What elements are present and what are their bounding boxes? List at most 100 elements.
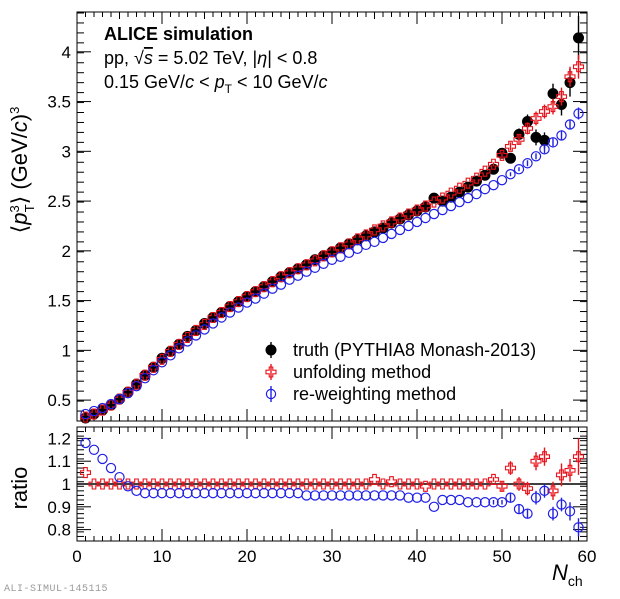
ratio-data-point — [326, 490, 338, 501]
main-data-point — [470, 172, 483, 184]
ratio-data-point — [96, 478, 109, 490]
main-data-point — [105, 398, 117, 410]
ratio-data-point — [470, 478, 483, 490]
ratio-data-point — [555, 469, 568, 481]
main-data-point — [266, 276, 279, 288]
ratio-data-point — [539, 485, 550, 497]
ratio-data-point — [445, 478, 457, 490]
main-data-point — [420, 212, 431, 224]
ratio-x-tick-label: 50 — [493, 547, 512, 566]
ratio-data-point — [522, 508, 533, 519]
ratio-data-point — [139, 487, 151, 499]
main-data-point — [216, 312, 227, 323]
main-y-tick-label: 2.5 — [47, 192, 71, 211]
legend-marker — [265, 388, 277, 400]
ratio-data-point — [411, 478, 423, 490]
ratio-data-point — [224, 487, 236, 499]
ratio-data-point — [454, 494, 465, 506]
main-data-point — [309, 262, 321, 273]
main-data-point — [538, 105, 551, 118]
ratio-data-point — [292, 487, 304, 499]
ratio-data-point — [241, 487, 253, 499]
main-data-point — [539, 144, 550, 155]
main-y-tick-label: 0.5 — [47, 391, 71, 410]
main-data-point — [360, 229, 372, 241]
ratio-x-tick-label: 40 — [408, 547, 427, 566]
ratio-data-point — [130, 478, 143, 490]
ratio-data-point — [479, 478, 491, 490]
main-data-point — [573, 108, 584, 119]
ratio-data-point — [105, 462, 117, 474]
ratio-data-point — [513, 503, 525, 515]
ratio-data-point — [377, 490, 389, 501]
main-data-point — [284, 274, 295, 285]
ratio-data-point — [199, 487, 210, 499]
annotation-title: ALICE simulation — [104, 24, 253, 44]
ratio-data-point — [258, 487, 270, 499]
ratio-data-point — [368, 473, 381, 485]
main-data-point — [139, 373, 151, 384]
main-data-point — [300, 259, 313, 271]
ratio-data-point — [547, 485, 559, 497]
main-data-point — [250, 293, 261, 304]
main-data-point — [479, 165, 491, 177]
main-data-point — [318, 258, 329, 269]
ratio-y-tick-label: 0.8 — [47, 521, 71, 540]
main-data-point — [547, 137, 559, 148]
ratio-data-point — [445, 494, 457, 506]
ratio-data-point — [436, 478, 449, 490]
ratio-data-point — [471, 497, 482, 508]
main-data-point — [394, 224, 406, 236]
main-data-point — [555, 91, 568, 103]
main-data-point — [556, 130, 567, 141]
main-data-point — [114, 393, 125, 405]
main-data-point — [496, 174, 508, 186]
main-data-point — [453, 182, 466, 194]
main-data-point — [428, 196, 440, 208]
main-data-point — [547, 100, 559, 113]
main-data-point — [352, 243, 363, 255]
ratio-data-point — [190, 487, 202, 499]
main-data-point — [505, 152, 516, 164]
main-data-point — [572, 61, 585, 73]
ratio-data-point — [182, 487, 193, 499]
ratio-data-point — [216, 487, 227, 499]
ratio-data-point — [419, 480, 432, 492]
main-data-point — [539, 134, 550, 146]
main-data-point — [445, 187, 457, 199]
ratio-data-point — [572, 451, 585, 463]
main-data-point — [267, 283, 278, 294]
main-data-point — [505, 169, 516, 180]
ratio-data-point — [113, 478, 126, 490]
ratio-data-point — [165, 487, 176, 499]
ratio-y-tick-label: 1.2 — [47, 429, 71, 448]
ratio-data-point — [326, 478, 338, 490]
main-data-point — [275, 271, 287, 283]
ratio-data-point — [462, 478, 474, 490]
main-y-tick-label: 1 — [62, 341, 71, 360]
ratio-series-unfolding — [79, 438, 585, 500]
ratio-data-point — [564, 506, 576, 517]
main-data-point — [428, 208, 440, 220]
ratio-data-point — [284, 487, 295, 499]
ratio-data-point — [309, 478, 321, 490]
main-data-point — [113, 393, 126, 405]
main-data-point — [224, 301, 236, 313]
main-data-point — [190, 330, 202, 341]
main-y-tick-label: 3.5 — [47, 93, 71, 112]
ratio-data-point — [300, 478, 313, 490]
main-data-point — [530, 112, 542, 125]
main-data-point — [190, 324, 202, 336]
main-data-point — [343, 247, 355, 259]
main-y-tick-label: 3 — [62, 142, 71, 161]
main-data-point — [249, 286, 262, 298]
main-data-point — [368, 224, 381, 236]
main-data-point — [564, 71, 576, 83]
main-data-point — [488, 179, 499, 191]
ratio-data-point — [402, 478, 415, 490]
main-data-point — [530, 151, 542, 162]
ratio-data-point — [351, 478, 364, 490]
main-data-point — [215, 306, 228, 319]
ratio-data-point — [411, 492, 423, 503]
